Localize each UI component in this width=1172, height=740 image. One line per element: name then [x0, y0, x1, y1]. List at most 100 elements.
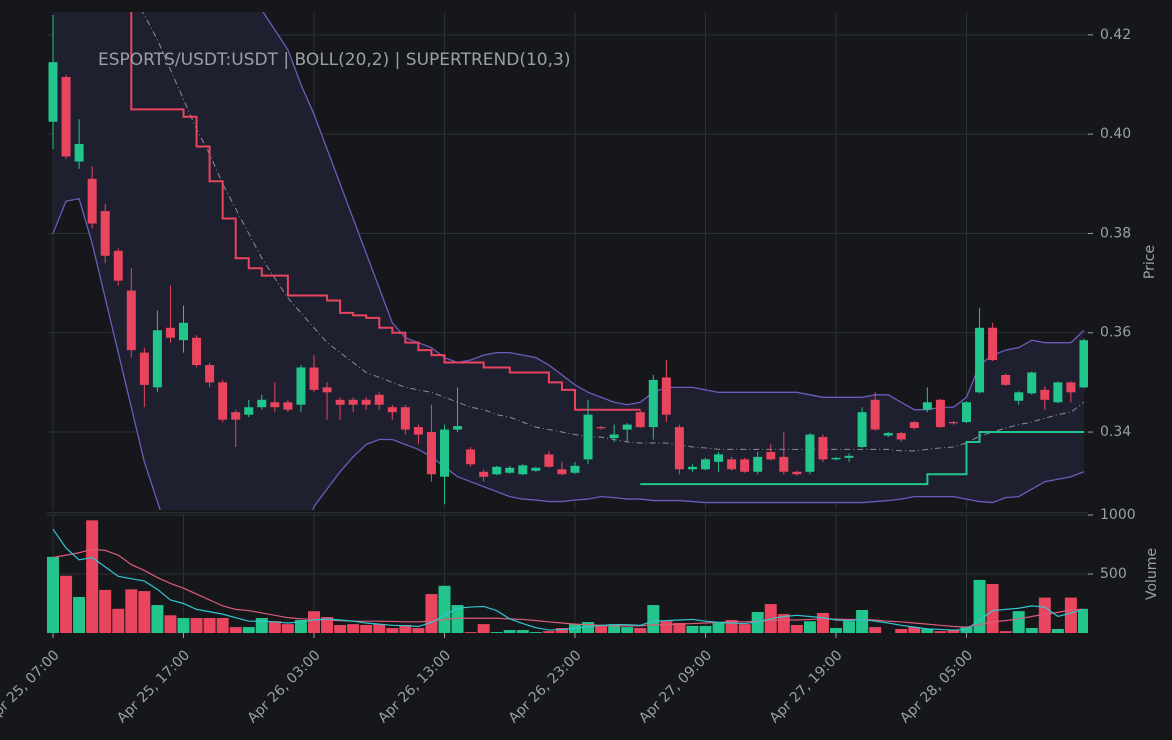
candle-body [453, 426, 463, 430]
volume-bar [1051, 628, 1064, 633]
volume-bar [190, 618, 203, 633]
candle-body [988, 327, 998, 361]
supertrend [640, 431, 1084, 486]
volume-bar [647, 605, 660, 633]
y-axis-label: Volume [1144, 548, 1160, 600]
x-tick-label: Apr 28, 05:00 [897, 647, 976, 726]
volume-bar [1012, 611, 1025, 633]
candle-body [922, 402, 932, 410]
volume-bar [1077, 608, 1088, 633]
volume-bar [294, 620, 307, 633]
volume-bar [1025, 628, 1038, 633]
candle-body [126, 290, 136, 351]
candle-body [1053, 382, 1063, 403]
candle-body [857, 412, 867, 447]
candle-body [74, 144, 84, 162]
volume-bar [908, 627, 921, 633]
volume-bar [686, 625, 699, 633]
volume-bar [60, 575, 73, 633]
candle-body [218, 382, 228, 420]
candle-body [727, 459, 737, 470]
y-tick-label: 0.34 [1100, 424, 1131, 440]
volume-bar [321, 617, 334, 633]
candle-body [975, 327, 985, 393]
volume-bar [138, 591, 151, 633]
candle-body [1066, 382, 1076, 393]
volume-bar [673, 622, 686, 633]
volume-bar [634, 628, 647, 633]
volume-bar [516, 630, 529, 633]
volume-bar [790, 624, 803, 633]
candle-body [531, 467, 541, 471]
candle-body [948, 422, 958, 424]
candle-body [962, 402, 971, 423]
y-tick-label: 0.36 [1100, 325, 1131, 341]
candle-body [113, 250, 123, 281]
price-panel [48, 12, 1088, 510]
candle-body [570, 465, 580, 473]
candle-body [1040, 389, 1050, 400]
volume-bar [164, 615, 177, 633]
volume-bar [529, 632, 542, 633]
volume-bar [229, 627, 242, 633]
volume-bar [621, 627, 634, 633]
volume-bar [464, 632, 477, 633]
x-tick-label: Apr 27, 19:00 [767, 647, 846, 726]
volume-bar [712, 622, 725, 633]
candle-body [818, 437, 828, 460]
volume-bar [895, 628, 908, 633]
volume-bar [86, 520, 99, 633]
volume-bar [177, 618, 190, 633]
volume-bar [203, 618, 216, 633]
candle-body [557, 469, 567, 475]
candle-body [870, 399, 880, 430]
candle-body [883, 433, 893, 436]
candle-body [935, 399, 945, 428]
volume-bar [425, 594, 438, 633]
volume-bar [582, 622, 595, 633]
volume-bar [399, 624, 412, 633]
x-tick-label: Apr 26, 23:00 [506, 647, 585, 726]
candle-body [165, 327, 175, 338]
volume-bar [503, 630, 516, 633]
candle-body [740, 459, 750, 472]
candle-body [231, 412, 241, 420]
volume-bar [373, 624, 386, 633]
candle-body [139, 352, 149, 385]
candle-body [440, 429, 449, 477]
volume-bar [555, 628, 568, 633]
volume-bar [1064, 597, 1077, 633]
candle-body [87, 178, 97, 224]
candle-body [909, 422, 919, 429]
candle-body [766, 451, 776, 460]
volume-panel [47, 520, 1088, 633]
volume-ma [52, 548, 1084, 628]
volume-bar [47, 556, 59, 633]
candle-body [805, 434, 815, 472]
candle-body [48, 62, 58, 122]
volume-bar [281, 624, 294, 633]
candle-body [100, 211, 110, 256]
bollinger-upper [262, 12, 1085, 411]
volume-bar [268, 621, 281, 633]
bollinger-lower [52, 197, 1085, 510]
volume-bar [334, 624, 347, 633]
volume-bar [738, 624, 751, 633]
bollinger-band [53, 12, 1084, 510]
y-tick-label: 0.38 [1100, 225, 1131, 241]
volume-bar [608, 624, 621, 633]
candle-body [413, 427, 423, 435]
candle-body [152, 330, 162, 388]
x-tick-label: Apr 26, 13:00 [375, 647, 454, 726]
y-tick-label: 1000 [1100, 507, 1136, 523]
candle-body [505, 467, 515, 473]
volume-bar [477, 624, 490, 633]
volume-bar [660, 621, 673, 633]
candle-body [296, 367, 306, 405]
candle-body [479, 471, 489, 477]
candle-body [270, 402, 280, 408]
candle-body [257, 399, 267, 408]
candle-body [674, 427, 684, 470]
volume-bar [347, 624, 360, 633]
volume-bar [99, 589, 112, 633]
